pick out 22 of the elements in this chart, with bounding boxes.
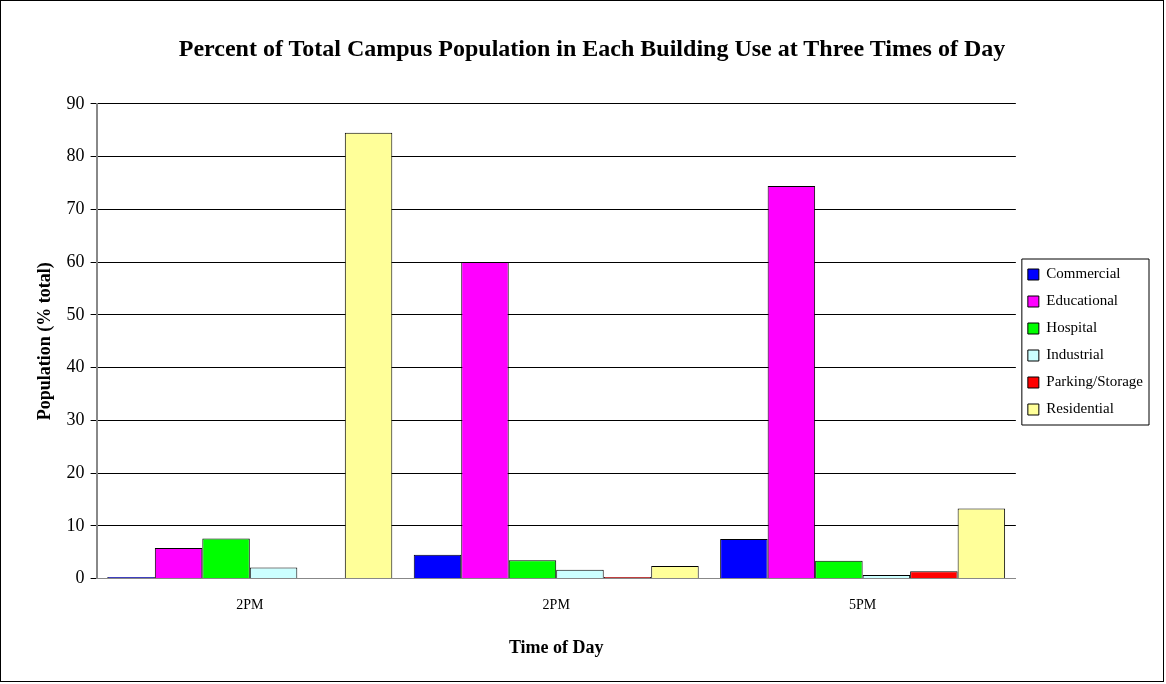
y-tick-label: 40 xyxy=(66,356,85,377)
legend-label: Commercial xyxy=(1046,265,1121,282)
y-tick-label: 30 xyxy=(66,409,85,430)
legend-label: Educational xyxy=(1046,292,1118,309)
x-axis-title: Time of Day xyxy=(508,636,604,657)
y-tick-label: 10 xyxy=(66,514,85,535)
y-tick-label: 0 xyxy=(75,567,85,588)
legend-label: Industrial xyxy=(1046,346,1104,363)
y-tick-label: 60 xyxy=(66,250,85,271)
y-tick-label: 20 xyxy=(66,461,85,482)
chart-title: Percent of Total Campus Population in Each Building Use at Three Times of Day xyxy=(178,34,1006,61)
y-axis-title: Population (% total) xyxy=(34,262,56,421)
x-tick-label: 5PM xyxy=(849,596,877,612)
y-tick-label: 80 xyxy=(66,145,85,166)
legend-label: Parking/Storage xyxy=(1046,373,1144,390)
x-tick-label: 2PM xyxy=(542,596,571,612)
x-tick-label: 2PM xyxy=(236,596,264,612)
y-tick-label: 50 xyxy=(66,303,85,324)
legend-label: Hospital xyxy=(1046,319,1098,336)
y-tick-label: 90 xyxy=(66,92,85,113)
legend-label: Residential xyxy=(1046,400,1114,417)
y-tick-label: 70 xyxy=(66,198,85,219)
